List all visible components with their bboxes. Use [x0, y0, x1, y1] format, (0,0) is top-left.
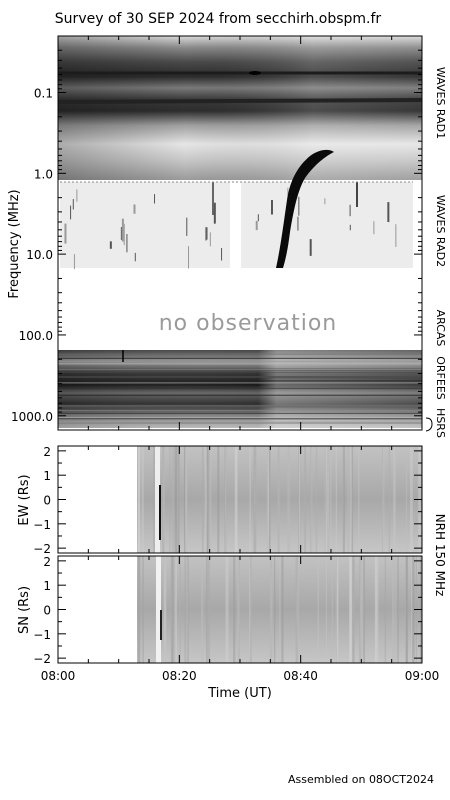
- sn-panel: 2 1 0 −1 −2 SN (Rs): [17, 555, 423, 666]
- frequency-tick-label: 10.0: [26, 248, 53, 262]
- nrh-label: NRH 150 MHz: [433, 514, 447, 597]
- ew-texture: [137, 446, 421, 553]
- rad1-shading: [58, 36, 422, 180]
- rs-tick-label: −2: [33, 652, 51, 666]
- rs-tick-label: 0: [43, 494, 51, 508]
- no-observation-label: no observation: [159, 311, 338, 336]
- ew-axis: 2 1 0 −1 −2: [33, 445, 422, 556]
- time-tick-label: 08:40: [283, 669, 318, 683]
- time-tick-label: 09:00: [405, 669, 440, 683]
- sn-axis-label: SN (Rs): [17, 586, 32, 634]
- time-tick-label: 08:20: [162, 669, 197, 683]
- spectrum-time-ticks: [57, 36, 423, 430]
- instrument-label: WAVES RAD1: [434, 67, 447, 139]
- time-tick-label: 08:00: [41, 669, 76, 683]
- rs-tick-label: 0: [43, 604, 51, 618]
- frequency-tick-label: 1000.0: [11, 410, 53, 424]
- rs-tick-label: −1: [33, 518, 51, 532]
- sn-texture: [137, 556, 422, 663]
- frequency-tick-label: 100.0: [19, 329, 53, 343]
- type-iii-burst: [276, 149, 334, 268]
- ew-bright-band: [155, 446, 160, 553]
- sn-axis: 2 1 0 −1 −2: [33, 555, 422, 666]
- nrh-bracket: [425, 417, 433, 432]
- time-axis-label: Time (UT): [207, 686, 272, 701]
- rs-tick-label: 1: [43, 469, 51, 483]
- frequency-tick-label: 0.1: [34, 86, 53, 100]
- chart-title: Survey of 30 SEP 2024 from secchirh.obsp…: [55, 11, 382, 27]
- rs-tick-label: 1: [43, 579, 51, 593]
- rs-tick-label: −2: [33, 542, 51, 556]
- ew-panel: 2 1 0 −1 −2 EW (Rs): [17, 445, 423, 556]
- footer-assembled: Assembled on 08OCT2024: [288, 773, 434, 786]
- instrument-labels: WAVES RAD1 WAVES RAD2 ARCAS ORFEES HSRS: [425, 67, 447, 438]
- sn-time-ticks: [57, 556, 423, 663]
- ew-axis-label: EW (Rs): [17, 474, 32, 525]
- rad2-spectrum-left: [60, 182, 230, 268]
- rs-tick-label: 2: [43, 445, 51, 459]
- spectrum-panel: no observation 0.1 1.0 10.0 100.0 1000.0 Fre…: [7, 35, 447, 438]
- instrument-label: ORFEES: [434, 356, 447, 400]
- rad2-spectrum-right: [241, 182, 413, 268]
- rs-tick-label: −1: [33, 628, 51, 642]
- orfees-lines: [58, 353, 422, 424]
- frequency-axis-label: Frequency (MHz): [7, 189, 22, 298]
- sn-bright-band: [156, 556, 161, 663]
- rad2-spikes: [60, 181, 413, 270]
- rad1-spot: [249, 71, 261, 75]
- instrument-label: ARCAS: [434, 310, 447, 347]
- instrument-label: WAVES RAD2: [434, 195, 447, 267]
- time-tick-labels: 08:00 08:20 08:40 09:00: [41, 669, 440, 683]
- rad1-dark-band: [57, 98, 423, 104]
- frequency-axis: 0.1 1.0 10.0 100.0 1000.0: [11, 35, 422, 424]
- ew-time-ticks: [57, 446, 423, 553]
- rs-tick-label: 2: [43, 555, 51, 569]
- instrument-label: HSRS: [434, 408, 447, 438]
- frequency-tick-label: 1.0: [34, 167, 53, 181]
